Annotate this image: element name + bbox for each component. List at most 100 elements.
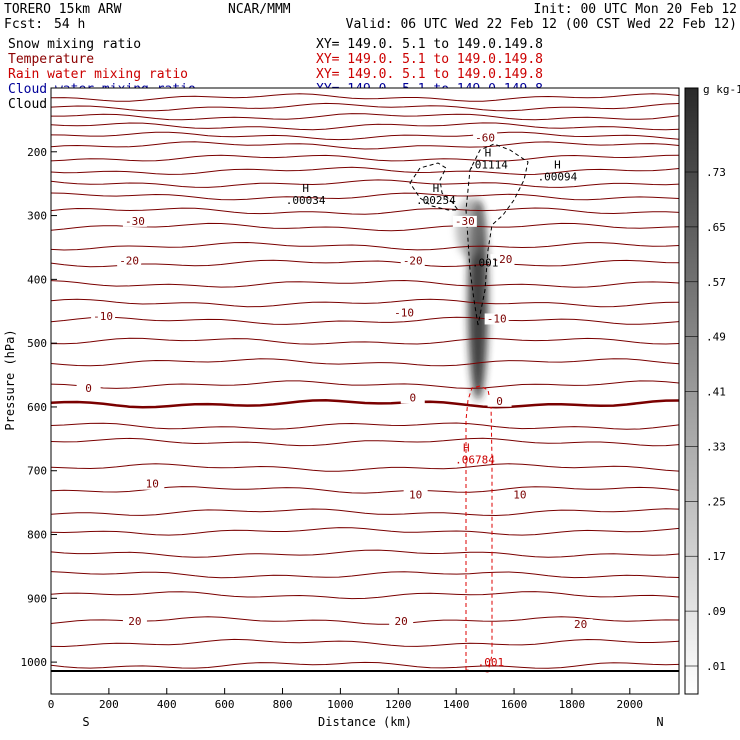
colorbar-tick-label: .49 bbox=[706, 331, 726, 344]
hydrometeor-label: .01114 bbox=[468, 158, 508, 171]
y-tick-label: 800 bbox=[27, 529, 47, 542]
isotherm-label-bg bbox=[403, 489, 428, 501]
y-tick-label: 200 bbox=[27, 146, 47, 159]
y-tick-label: 700 bbox=[27, 465, 47, 478]
colorbar-ticks: .01 .09 .17 .25 .33 .41 .49 .57 .65 .73 bbox=[685, 166, 726, 673]
hydrometeor-label: .001 bbox=[472, 257, 499, 270]
isotherm-line bbox=[50, 380, 680, 389]
y-tick-label: 600 bbox=[27, 401, 47, 414]
forecast-label: Fcst: bbox=[4, 17, 43, 32]
isotherm-label-bg bbox=[490, 254, 515, 266]
x-axis-north-label: N bbox=[656, 715, 663, 729]
isotherm-label: -30 bbox=[125, 215, 145, 228]
isotherm-line bbox=[50, 131, 680, 141]
isotherm-label: 10 bbox=[513, 489, 526, 502]
isotherm-label-bg bbox=[400, 392, 425, 404]
contour-labels: 20 20 20 10 10 10 0 0 0 -10 -10 -10 -20 -20 -20 -30 -30 -… bbox=[76, 131, 593, 669]
isotherm-label-bg bbox=[487, 395, 512, 407]
org-title: NCAR/MMM bbox=[228, 2, 291, 17]
x-tick-label: 2000 bbox=[617, 698, 644, 711]
isotherm-line bbox=[50, 192, 680, 201]
colorbar-tick-label: .17 bbox=[706, 550, 726, 563]
isotherm-line bbox=[50, 222, 680, 232]
cloud-ice-contour-west bbox=[409, 162, 459, 211]
hydrometeor-label: H bbox=[554, 158, 561, 171]
isotherm-line bbox=[50, 316, 680, 325]
x-tick-label: 800 bbox=[273, 698, 293, 711]
x-tick-label: 400 bbox=[157, 698, 177, 711]
isotherm-line bbox=[50, 549, 680, 558]
hydrometeor-label: H bbox=[485, 146, 492, 159]
legend-entry-name: Rain water mixing ratio bbox=[8, 67, 188, 82]
isotherm-label-bg bbox=[507, 489, 532, 501]
x-axis-south-label: S bbox=[82, 715, 89, 729]
isotherm-label: -20 bbox=[403, 254, 423, 267]
isotherm-label-bg bbox=[568, 619, 593, 631]
isotherm-line bbox=[50, 638, 680, 648]
isotherm-label-bg bbox=[91, 310, 116, 322]
init-time: Init: 00 UTC Mon 20 Feb 12 bbox=[534, 2, 738, 17]
colorbar-tick-label: .57 bbox=[706, 276, 726, 289]
y-tick-label: 500 bbox=[27, 337, 47, 350]
x-tick-label: 1600 bbox=[501, 698, 528, 711]
valid-time: Valid: 06 UTC Wed 22 Feb 12 (00 CST Wed … bbox=[346, 17, 737, 32]
isotherm-line bbox=[50, 207, 680, 215]
isotherm-label-bg bbox=[473, 132, 498, 144]
model-title: TORERO 15km ARW bbox=[4, 2, 122, 17]
hydrometeor-label: .00034 bbox=[286, 194, 326, 207]
isotherm-line bbox=[50, 437, 680, 447]
hydrometeor-label: .06784 bbox=[455, 454, 495, 467]
isotherm-label-bg bbox=[140, 478, 165, 490]
cloud-ice-contour bbox=[465, 143, 529, 326]
isotherm-label: 10 bbox=[146, 478, 159, 491]
isotherm-line bbox=[50, 358, 680, 367]
plot-background bbox=[51, 88, 679, 694]
hydrometeor-label: .001 bbox=[478, 656, 505, 669]
colorbar: g kg-1 .01 .09 .17 .25 .33 .41 .49 .57 .65 .73 bbox=[684, 83, 740, 695]
isotherm-label: -20 bbox=[493, 253, 513, 266]
isotherm-line bbox=[50, 179, 680, 188]
isotherm-label: -10 bbox=[394, 307, 414, 320]
colorbar-tick-label: .25 bbox=[706, 495, 726, 508]
isotherm-label: -60 bbox=[475, 131, 495, 144]
hydrometeor-label: H bbox=[433, 182, 440, 195]
legend-entry-xy: XY= 149.0. 5.1 to 149.0.149.8 bbox=[316, 52, 543, 67]
isotherm-label-bg bbox=[484, 313, 509, 325]
isotherm-line bbox=[50, 399, 680, 409]
x-axis-label: Distance (km) bbox=[318, 715, 412, 729]
legend-entry-xy: XY= 149.0. 5.1 to 149.0.149.8 bbox=[316, 67, 543, 82]
colorbar-tick-label: .41 bbox=[706, 386, 726, 399]
isotherm-line bbox=[50, 463, 680, 472]
x-axis-ticks: 0 200 400 600 800 1000 1200 1400 1600 1800 2000 bbox=[48, 688, 643, 711]
temperature-isotherms bbox=[50, 93, 680, 669]
isotherm-line bbox=[50, 337, 680, 345]
isotherm-label-bg bbox=[117, 255, 142, 267]
isotherm-label: 20 bbox=[395, 615, 408, 628]
hydrometeor-label: H bbox=[302, 182, 309, 195]
snow-shading bbox=[456, 198, 488, 400]
colorbar-tick-label: .01 bbox=[706, 660, 726, 673]
y-axis-label: Pressure (hPa) bbox=[3, 329, 17, 430]
isotherm-line bbox=[50, 259, 680, 268]
x-tick-label: 600 bbox=[215, 698, 235, 711]
isotherm-label: 10 bbox=[409, 489, 422, 502]
isotherm-line bbox=[50, 422, 680, 430]
plot-frame bbox=[50, 87, 680, 695]
isotherm-label-bg bbox=[76, 383, 101, 394]
isotherm-line bbox=[50, 154, 680, 162]
isotherm-line bbox=[50, 122, 680, 131]
legend-entry-xy: XY= 149.0. 5.1 to 149.0.149.8 bbox=[316, 37, 543, 52]
colorbar-unit: g kg-1 bbox=[703, 83, 740, 96]
colorbar-tick-label: .09 bbox=[706, 605, 726, 618]
isotherm-line bbox=[50, 141, 680, 150]
snow-plume-top bbox=[456, 198, 484, 258]
isotherm-line bbox=[50, 279, 680, 288]
isotherm-label: -10 bbox=[487, 312, 507, 325]
isotherm-line bbox=[50, 661, 680, 669]
isotherm-line bbox=[50, 591, 680, 600]
isotherm-line bbox=[50, 616, 680, 625]
legend-entry-name: Temperature bbox=[8, 52, 94, 67]
forecast-hours: 54 h bbox=[54, 17, 85, 32]
